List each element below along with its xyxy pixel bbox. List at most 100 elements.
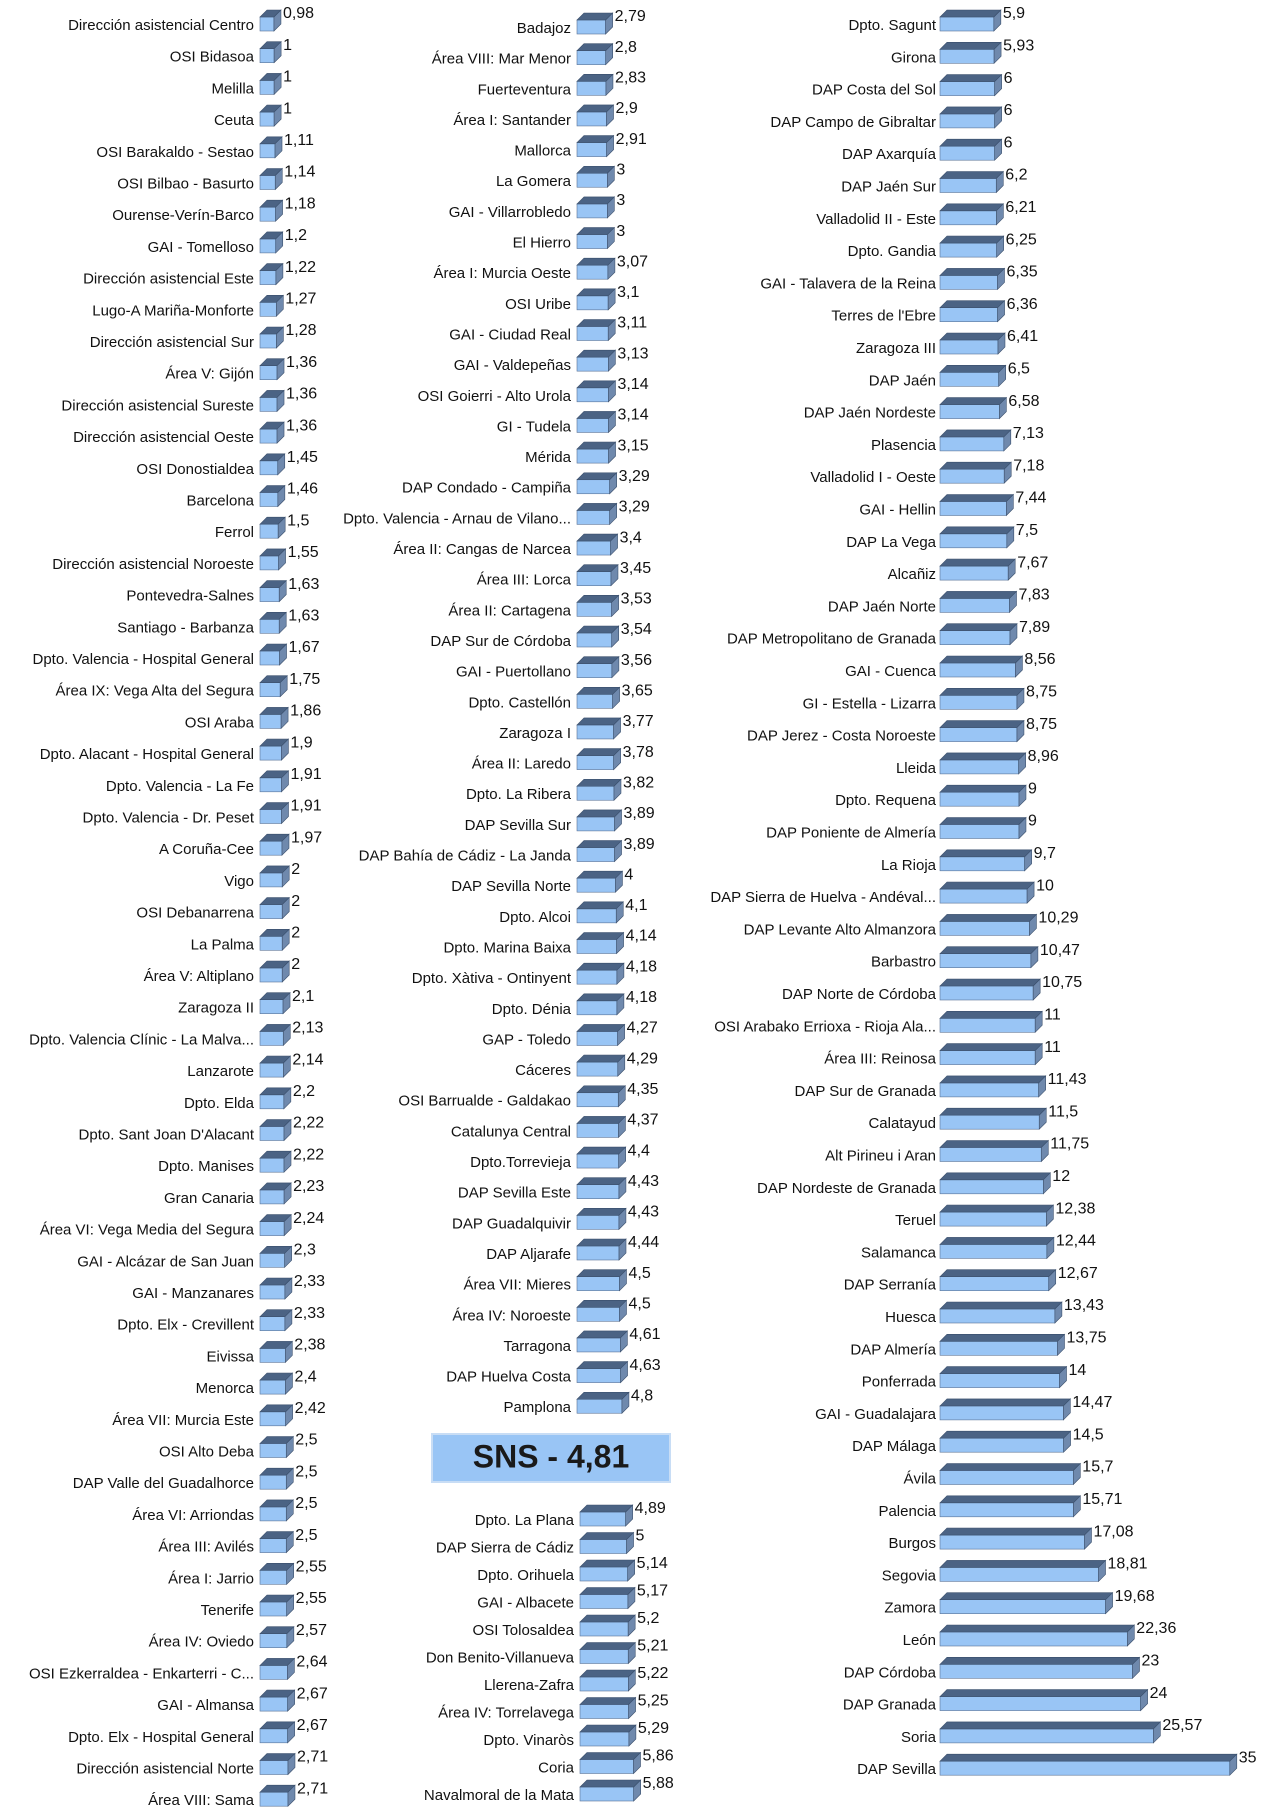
category-label: Valladolid II - Este [816, 211, 936, 228]
bar-side [282, 1023, 291, 1047]
category-label: Dpto. La Ribera [466, 786, 572, 803]
bar-front [259, 111, 275, 127]
bar-side [605, 73, 614, 97]
bar [576, 349, 617, 372]
bar [576, 533, 619, 556]
bar [259, 674, 288, 698]
category-label: DAP Jaén Sur [841, 178, 936, 195]
bar-front [939, 662, 1016, 678]
value-label: 4,5 [628, 1265, 650, 1282]
bar-top [576, 962, 625, 971]
bar [939, 526, 1015, 549]
bar-front [576, 1092, 619, 1108]
bar-front [259, 206, 276, 222]
bar [576, 196, 616, 219]
category-label: Ferrol [215, 524, 254, 541]
bar-front [259, 1094, 285, 1110]
bar [939, 1721, 1162, 1744]
bar-top [579, 1697, 637, 1705]
bar-side [1057, 1333, 1065, 1357]
value-label: 1,5 [287, 512, 309, 529]
category-label: GAI - Talavera de la Reina [760, 275, 936, 292]
category-label: DAP Almería [850, 1341, 936, 1358]
bar-front [579, 1539, 627, 1554]
bar [259, 865, 290, 888]
bar [939, 1462, 1082, 1486]
bar-top [576, 1238, 627, 1247]
bar-front [576, 785, 615, 801]
bar [259, 421, 285, 444]
value-label: 8,75 [1026, 684, 1057, 701]
category-label: GI - Estella - Lizarra [803, 695, 937, 712]
value-label: 5,25 [638, 1693, 669, 1710]
bar-side [633, 1779, 641, 1802]
bar-side [285, 1372, 293, 1395]
bar [939, 590, 1018, 614]
category-label: Calatayud [868, 1115, 936, 1132]
bar-front [576, 1337, 621, 1353]
bar-side [286, 1625, 295, 1649]
bar-side [1006, 526, 1015, 549]
bar [579, 1669, 637, 1692]
value-label: 6,41 [1007, 328, 1038, 345]
bar [939, 655, 1024, 678]
bar-front [259, 904, 283, 919]
bar-front [576, 816, 615, 832]
value-label: 3,29 [619, 499, 650, 516]
bar-side [606, 134, 614, 158]
bar-front [576, 326, 609, 341]
category-label: Zaragoza I [499, 725, 571, 742]
bar-side [996, 235, 1004, 258]
value-label: 1,11 [284, 132, 314, 149]
bar [259, 1340, 294, 1364]
value-label: 4,37 [627, 1112, 658, 1129]
bar-side [283, 1182, 292, 1205]
bar [939, 1559, 1107, 1583]
value-label: 5,21 [637, 1638, 668, 1655]
value-label: 4,29 [627, 1050, 658, 1067]
category-label: Zamora [884, 1600, 936, 1617]
bar [579, 1559, 636, 1582]
bar-side [607, 196, 615, 219]
bar-side [611, 594, 619, 618]
bar-front [939, 791, 1020, 807]
bar [259, 1245, 293, 1269]
bar-top [939, 397, 1008, 405]
value-label: 11 [1044, 1039, 1061, 1056]
bar [576, 380, 617, 403]
bar-side [606, 104, 614, 127]
bar-top [576, 1146, 627, 1155]
bar-front [576, 1307, 620, 1322]
bar-front [576, 172, 608, 188]
category-label: Área II: Laredo [472, 756, 571, 773]
value-label: 2,9 [616, 100, 638, 117]
bar-side [1063, 1430, 1071, 1453]
bar-top [939, 364, 1007, 373]
bar-front [939, 1373, 1060, 1388]
bar [576, 1054, 626, 1077]
bar-side [997, 267, 1005, 291]
value-label: 8,96 [1028, 748, 1059, 765]
bar [939, 1172, 1052, 1195]
category-label: Dpto. Valencia - La Fe [106, 778, 254, 795]
category-label: La Rioja [881, 857, 937, 874]
value-label: 2,55 [296, 1559, 327, 1576]
bar-top [939, 978, 1041, 987]
bar-front [576, 1398, 623, 1414]
bar-side [278, 611, 287, 635]
bar-front [939, 1567, 1099, 1582]
bar-side [281, 770, 289, 793]
value-label: 6 [1004, 134, 1013, 151]
category-label: Melilla [211, 80, 254, 97]
category-label: Dpto. Orihuela [477, 1567, 574, 1584]
bar-top [579, 1587, 636, 1595]
category-label: Dpto. Alacant - Hospital General [40, 746, 254, 763]
category-label: Dpto. Marina Baixa [443, 939, 571, 956]
bar-top [939, 9, 1002, 18]
bar-top [939, 1753, 1238, 1762]
category-label: DAP Nordeste de Granada [757, 1180, 937, 1197]
category-label: DAP La Vega [846, 534, 936, 551]
average-label: SNS - 4,81 [473, 1438, 630, 1474]
bar-front [939, 565, 1009, 581]
value-label: 3,78 [623, 744, 654, 761]
